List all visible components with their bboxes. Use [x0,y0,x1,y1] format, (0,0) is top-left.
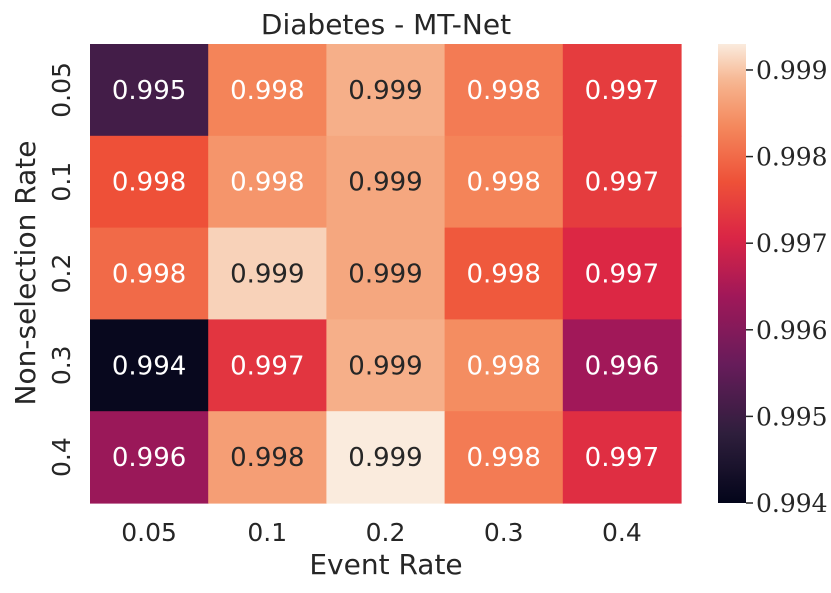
cell-value-label: 0.998 [112,168,186,198]
cell-value-label: 0.996 [112,443,186,473]
cell-value-label: 0.997 [585,443,659,473]
heatmap-cell [444,135,564,229]
heatmap-cell [326,319,446,412]
y-tick-label: 0.4 [47,437,76,477]
cell-value-label: 0.998 [466,260,540,290]
heatmap-cell [444,227,564,320]
cell-value-label: 0.999 [348,76,422,106]
cell-value-label: 0.997 [585,260,659,290]
colorbar-tick-label: 0.999 [756,56,828,85]
colorbar-tick-label: 0.998 [756,143,828,172]
y-axis-label: Non-selection Rate [9,141,42,406]
heatmap-cell [562,44,682,137]
heatmap-cell [90,44,209,137]
cell-value-label: 0.999 [348,168,422,198]
cell-value-label: 0.999 [348,351,422,381]
cell-value-label: 0.999 [230,260,304,290]
heatmap-cell [208,135,327,229]
colorbar-tick-label: 0.994 [756,489,828,518]
heatmap-cell [90,319,209,412]
cell-value-label: 0.998 [466,443,540,473]
heatmap-cell [326,411,446,504]
x-tick-label: 0.4 [602,518,642,547]
cell-value-label: 0.998 [466,76,540,106]
y-tick-label: 0.2 [47,254,76,294]
cell-value-label: 0.997 [585,76,659,106]
heatmap-cell [208,44,327,137]
heatmap-cells: 0.995 0.998 0.999 0.998 0.997 0.998 0.998 0.999… [90,44,682,504]
heatmap-cell [444,319,564,412]
heatmap-cell [444,411,564,504]
heatmap-cell [90,411,209,504]
x-tick-label: 0.05 [121,518,177,547]
heatmap-cell [562,319,682,412]
y-tick-label: 0.3 [47,345,76,385]
x-axis-ticks: 0.05 0.1 0.2 0.3 0.4 [121,518,642,547]
heatmap-cell [562,135,682,229]
x-tick-label: 0.3 [484,518,524,547]
cell-value-label: 0.998 [466,351,540,381]
x-tick-label: 0.2 [366,518,406,547]
heatmap-cell [562,411,682,504]
heatmap-cell [326,135,446,229]
cell-value-label: 0.994 [112,351,186,381]
colorbar [718,44,746,503]
cell-value-label: 0.998 [112,260,186,290]
heatmap-cell [208,319,327,412]
cell-value-label: 0.998 [230,168,304,198]
cell-value-label: 0.996 [585,351,659,381]
heatmap-cell [208,411,327,504]
colorbar-tick-label: 0.995 [756,402,828,431]
cell-value-label: 0.998 [230,76,304,106]
chart-title: Diabetes - MT-Net [261,8,511,41]
heatmap-cell [444,44,564,137]
heatmap-cell [208,227,327,320]
heatmap-cell [326,44,446,137]
y-tick-label: 0.05 [47,62,76,118]
cell-value-label: 0.997 [230,351,304,381]
cell-value-label: 0.998 [230,443,304,473]
heatmap-cell [90,227,209,320]
cell-value-label: 0.997 [585,168,659,198]
cell-value-label: 0.995 [112,76,186,106]
cell-value-label: 0.999 [348,260,422,290]
y-tick-label: 0.1 [47,162,76,202]
colorbar-tick-label: 0.997 [756,229,828,258]
heatmap-cell [90,135,209,229]
y-axis-ticks: 0.05 0.1 0.2 0.3 0.4 [47,62,76,477]
colorbar-ticks: 0.994 0.995 0.996 0.997 0.998 0.999 [746,56,828,518]
colorbar-tick-label: 0.996 [756,316,828,345]
heatmap-cell [326,227,446,320]
x-axis-label: Event Rate [309,548,462,581]
cell-value-label: 0.998 [466,168,540,198]
x-tick-label: 0.1 [247,518,287,547]
heatmap-cell [562,227,682,320]
cell-value-label: 0.999 [348,443,422,473]
